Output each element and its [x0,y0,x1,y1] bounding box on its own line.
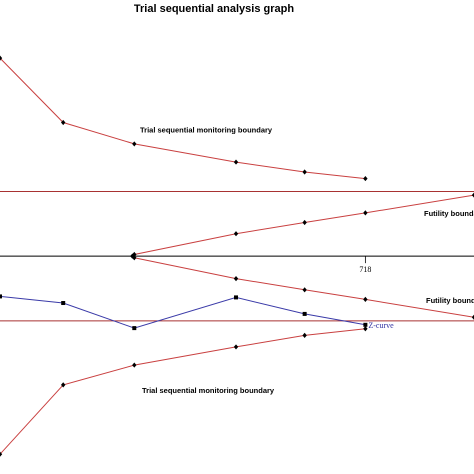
lower-futility-line [134,257,474,318]
x-tick-label: 718 [359,265,371,274]
z-curve-marker [61,301,66,306]
lower-futility-marker [233,275,239,282]
z-curve-marker [234,295,239,300]
lower-tsmb-marker [132,362,137,368]
upper-tsmb-line [0,57,366,180]
lower-tsmb-line [0,328,366,455]
lower-futility-marker [302,287,307,293]
chart-title: Trial sequential analysis graph [134,3,294,15]
upper-futility-marker [363,210,368,216]
lower-tsmb-marker [0,451,3,457]
lower-futility-marker [132,255,137,261]
z-curve-marker [302,311,307,316]
upper-tsmb-marker [233,159,239,165]
lower-futility-marker [363,296,368,302]
upper-futility-marker [233,231,239,237]
upper-tsmb-marker [61,119,66,126]
upper-tsmb-label: Trial sequential monitoring boundary [140,125,273,134]
upper-futility-label: Futility bounda [424,209,474,218]
lower-futility-marker [471,314,474,320]
lower-futility-label: Futility bounda [426,296,474,305]
horizontal-reference-lines [0,190,474,322]
upper-futility-line [131,194,474,257]
z-curve-label: Z-curve [368,321,394,330]
upper-futility-marker [132,251,137,258]
z-curve-marker [363,322,368,327]
upper-futility-marker [471,192,474,198]
lower-tsmb-marker [61,382,66,388]
upper-tsmb-marker [363,175,368,182]
lower-tsmb-marker [302,332,307,338]
upper-futility-marker [302,219,307,226]
upper-tsmb-marker [0,55,3,61]
z-curve-marker [0,294,2,299]
upper-tsmb-marker [302,169,307,175]
upper-tsmb-marker [132,141,137,147]
z-curve-line [0,295,366,329]
lower-tsmb-label: Trial sequential monitoring boundary [142,386,275,395]
z-curve-marker [132,326,137,331]
lower-tsmb-marker [363,326,368,332]
lower-tsmb-marker [233,344,239,350]
series-markers [0,55,474,457]
